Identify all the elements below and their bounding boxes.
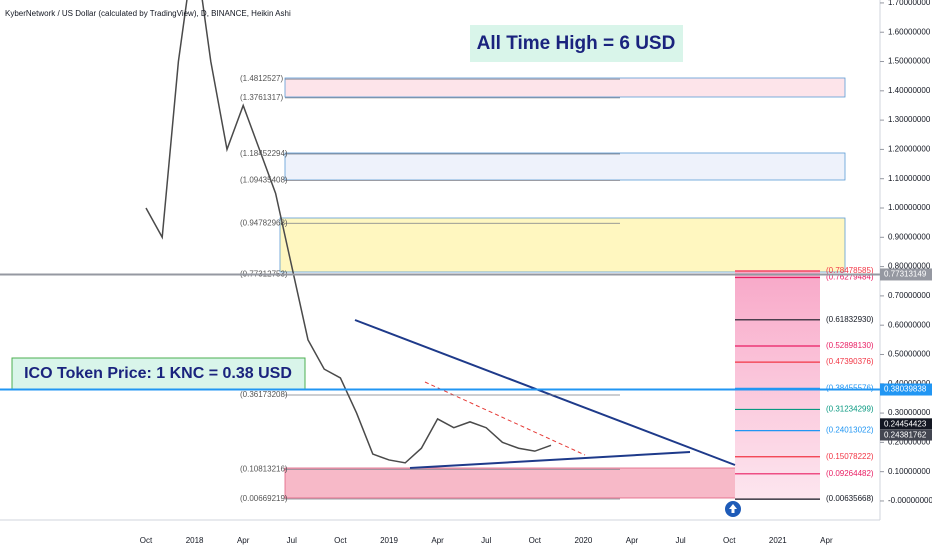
x-tick-label: Jul	[481, 536, 491, 545]
annotation-box	[470, 25, 683, 62]
price-tag-label: 0.24381762	[884, 431, 927, 440]
x-tick-label: 2021	[769, 536, 787, 545]
fib-label: (0.78478585)	[826, 266, 874, 275]
x-tick-label: Apr	[237, 536, 250, 545]
fib-label: (0.31234299)	[826, 405, 874, 414]
y-tick-label: 1.30000000	[888, 115, 931, 124]
price-tag-label: 0.77313149	[884, 270, 927, 279]
x-tick-label: Apr	[626, 536, 639, 545]
y-tick-label: 0.30000000	[888, 408, 931, 417]
zones	[279, 77, 846, 500]
x-tick-label: Oct	[723, 536, 736, 545]
y-tick-label: 0.70000000	[888, 291, 931, 300]
price-tag	[880, 268, 932, 281]
y-tick-label: -0.00000000	[888, 496, 932, 505]
y-tick-label: 1.50000000	[888, 57, 931, 66]
fib-label: (1.18452294)	[240, 149, 288, 158]
fib-label: (0.94782968)	[240, 218, 288, 227]
y-tick-label: 0.60000000	[888, 320, 931, 329]
x-tick-label: Oct	[529, 536, 542, 545]
y-tick-label: 1.70000000	[888, 0, 931, 7]
price-tag-label: 0.38039838	[884, 385, 927, 394]
fib-label: (0.09264482)	[826, 469, 874, 478]
x-tick-label: 2019	[380, 536, 398, 545]
x-tick-label: Oct	[140, 536, 153, 545]
y-tick-label: 0.20000000	[888, 437, 931, 446]
y-tick-label: 1.00000000	[888, 203, 931, 212]
x-tick-label: Jul	[287, 536, 297, 545]
y-tick-label: 0.50000000	[888, 350, 931, 359]
x-tick-label: 2018	[186, 536, 204, 545]
x-tick-label: Oct	[334, 536, 347, 545]
y-tick-label: 0.10000000	[888, 467, 931, 476]
price-tag	[880, 383, 932, 396]
price-tag	[880, 418, 932, 430]
y-tick-label: 1.10000000	[888, 174, 931, 183]
y-tick-label: 1.20000000	[888, 145, 931, 154]
annotation-box	[11, 357, 306, 391]
chart-title: KyberNetwork / US Dollar (calculated by …	[5, 9, 291, 18]
fib-label: (0.61832930)	[826, 315, 874, 324]
price-tag-label: 0.24454423	[884, 419, 927, 428]
fib-label: (0.47390376)	[826, 357, 874, 366]
x-tick-label: Apr	[431, 536, 444, 545]
price-line	[145, 0, 552, 464]
x-tick-label: Apr	[820, 536, 833, 545]
x-tick-label: Jul	[675, 536, 685, 545]
fib-label: (0.38455576)	[826, 383, 874, 392]
fib-label: (0.10813216)	[240, 464, 288, 473]
y-tick-label: 0.80000000	[888, 262, 931, 271]
fib-label: (0.76279484)	[826, 273, 874, 282]
fib-label: (0.00669219)	[240, 494, 288, 503]
price-tag	[880, 429, 932, 441]
fib-label: (0.24013022)	[826, 426, 874, 435]
fib-label: (0.36173208)	[240, 390, 288, 399]
y-tick-label: 0.90000000	[888, 232, 931, 241]
annotation: ICO Token Price: 1 KNC = 0.38 USD	[24, 365, 292, 382]
event-icon-arrow	[729, 504, 737, 513]
fib-label: (1.3761317)	[240, 93, 283, 102]
x-tick-label: 2020	[575, 536, 593, 545]
fib-label: (0.00635668)	[826, 494, 874, 503]
annotation: All Time High = 6 USD	[477, 33, 676, 54]
y-tick-label: 1.40000000	[888, 86, 931, 95]
fib-label: (0.52898130)	[826, 341, 874, 350]
fib-label: (0.15078222)	[826, 452, 874, 461]
fib-label: (1.4812527)	[240, 74, 283, 83]
fib-label: (1.09435408)	[240, 175, 288, 184]
y-tick-label: 1.60000000	[888, 27, 931, 36]
y-tick-label: 0.40000000	[888, 379, 931, 388]
